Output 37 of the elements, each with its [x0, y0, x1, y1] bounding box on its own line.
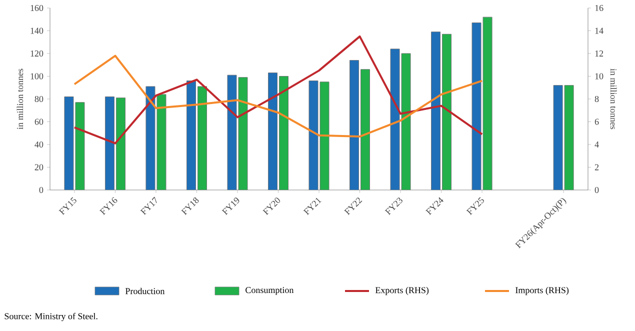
y-axis-title: in million tonnes	[16, 68, 24, 130]
y-tick-label: 80	[34, 96, 44, 102]
bar	[431, 32, 441, 190]
bar	[278, 76, 288, 190]
y-tick-label: 120	[30, 50, 44, 57]
y2-tick-label: 12	[595, 50, 604, 56]
y2-tick-label: 0	[594, 186, 599, 194]
y2-tick-label: 14	[595, 28, 604, 34]
bar	[360, 69, 370, 190]
y-tick-label: 0	[39, 186, 44, 194]
line-series	[73, 54, 484, 138]
y2-tick-label: 16	[595, 4, 604, 12]
y-tick-label: 60	[34, 118, 44, 125]
line-series	[73, 35, 484, 144]
legend-label: Consumption	[246, 287, 294, 295]
bar	[104, 96, 114, 190]
bar	[350, 60, 360, 190]
y2-tick-label: 6	[594, 118, 599, 125]
y2-tick-label: 10	[595, 73, 604, 80]
source-note: Source: Ministry of Steel.	[4, 312, 98, 322]
bar	[197, 86, 207, 190]
y-tick-label: 40	[34, 141, 44, 148]
y2-axis-title: in million tonnes	[610, 68, 617, 130]
y-tick-label: 140	[30, 28, 44, 34]
legend-label: Exports (RHS)	[375, 286, 429, 296]
bar	[116, 98, 126, 190]
bar	[268, 72, 278, 190]
y-tick-label: 160	[30, 4, 44, 12]
y-tick-label: 100	[30, 73, 44, 80]
bar	[442, 34, 452, 190]
legend-label: Imports (RHS)	[516, 286, 569, 296]
y2-tick-label: 4	[594, 142, 599, 148]
y-tick-label: 20	[34, 164, 44, 170]
legend-label: Production	[125, 288, 165, 294]
bar	[186, 80, 196, 190]
y2-tick-label: 8	[594, 96, 599, 102]
y2-tick-label: 2	[594, 164, 599, 170]
